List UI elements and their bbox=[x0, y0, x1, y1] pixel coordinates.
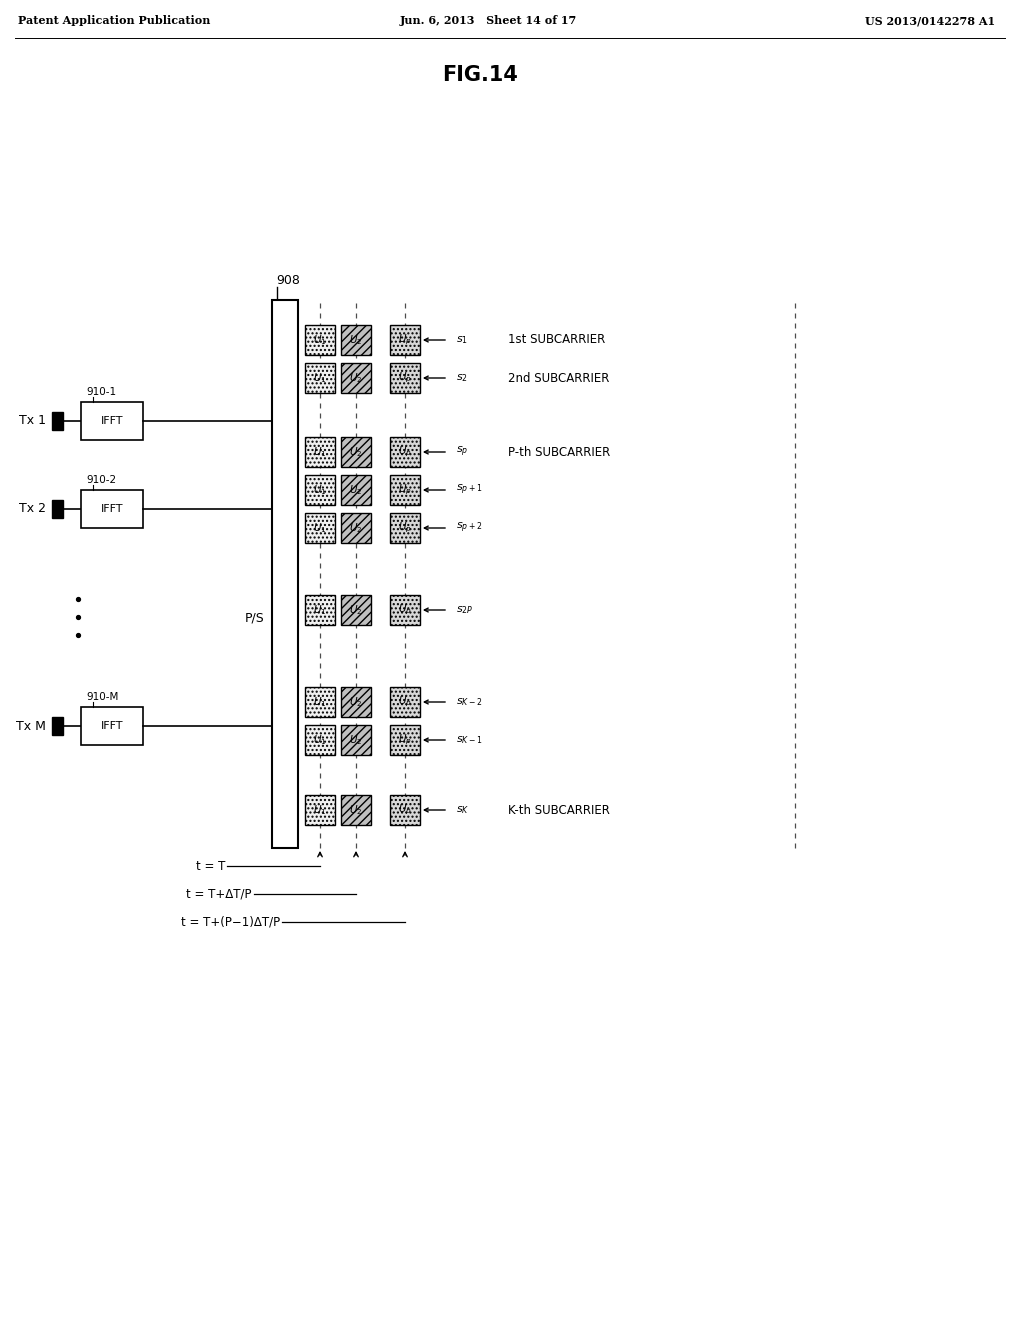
Bar bbox=[305, 325, 335, 355]
Bar bbox=[305, 725, 335, 755]
Text: 910-1: 910-1 bbox=[86, 387, 116, 397]
Text: t = T+ΔT/P: t = T+ΔT/P bbox=[186, 887, 252, 900]
Text: 908: 908 bbox=[276, 275, 300, 286]
Bar bbox=[390, 725, 420, 755]
Text: $U_1$: $U_1$ bbox=[313, 445, 327, 459]
Text: $U_p$: $U_p$ bbox=[398, 694, 412, 709]
Bar bbox=[390, 437, 420, 467]
Text: $U_2$: $U_2$ bbox=[349, 521, 362, 535]
Bar bbox=[341, 513, 371, 543]
Text: IFFT: IFFT bbox=[100, 721, 123, 731]
Text: $s_K$: $s_K$ bbox=[456, 804, 469, 816]
Text: $U_p$: $U_p$ bbox=[398, 483, 412, 498]
Bar bbox=[341, 686, 371, 717]
Text: Tx 1: Tx 1 bbox=[19, 414, 46, 428]
Text: Tx M: Tx M bbox=[16, 719, 46, 733]
Text: Jun. 6, 2013   Sheet 14 of 17: Jun. 6, 2013 Sheet 14 of 17 bbox=[400, 15, 578, 26]
Text: $U_p$: $U_p$ bbox=[398, 733, 412, 747]
Bar bbox=[52, 717, 63, 735]
Bar bbox=[390, 795, 420, 825]
Text: $s_{K-2}$: $s_{K-2}$ bbox=[456, 696, 482, 708]
Bar bbox=[341, 795, 371, 825]
Bar bbox=[81, 403, 143, 440]
Bar bbox=[305, 475, 335, 506]
Text: $U_p$: $U_p$ bbox=[398, 445, 412, 459]
Text: $U_p$: $U_p$ bbox=[398, 803, 412, 817]
Bar bbox=[390, 475, 420, 506]
Text: t = T: t = T bbox=[196, 859, 225, 873]
Text: P/S: P/S bbox=[245, 611, 264, 624]
Text: $U_1$: $U_1$ bbox=[313, 803, 327, 817]
Bar bbox=[81, 708, 143, 744]
Bar bbox=[272, 300, 298, 847]
Text: $U_2$: $U_2$ bbox=[349, 733, 362, 747]
Text: IFFT: IFFT bbox=[100, 504, 123, 513]
Bar bbox=[341, 595, 371, 624]
Text: $U_1$: $U_1$ bbox=[313, 333, 327, 347]
Text: 2nd SUBCARRIER: 2nd SUBCARRIER bbox=[508, 371, 609, 384]
Text: $U_1$: $U_1$ bbox=[313, 603, 327, 616]
Text: $U_1$: $U_1$ bbox=[313, 371, 327, 385]
Text: $U_2$: $U_2$ bbox=[349, 483, 362, 496]
Text: 910-M: 910-M bbox=[86, 692, 119, 702]
Text: Tx 2: Tx 2 bbox=[19, 503, 46, 516]
Text: $U_1$: $U_1$ bbox=[313, 696, 327, 709]
Text: $U_2$: $U_2$ bbox=[349, 371, 362, 385]
Bar bbox=[52, 500, 63, 517]
Bar bbox=[305, 595, 335, 624]
Text: $U_2$: $U_2$ bbox=[349, 696, 362, 709]
Bar bbox=[341, 475, 371, 506]
Bar bbox=[341, 437, 371, 467]
Bar bbox=[341, 363, 371, 393]
Text: P-th SUBCARRIER: P-th SUBCARRIER bbox=[508, 446, 610, 458]
Text: $U_2$: $U_2$ bbox=[349, 333, 362, 347]
Bar bbox=[341, 725, 371, 755]
Text: $U_1$: $U_1$ bbox=[313, 733, 327, 747]
Bar bbox=[390, 595, 420, 624]
Text: $U_2$: $U_2$ bbox=[349, 445, 362, 459]
Bar bbox=[305, 795, 335, 825]
Bar bbox=[390, 363, 420, 393]
Text: IFFT: IFFT bbox=[100, 416, 123, 426]
Text: $U_1$: $U_1$ bbox=[313, 483, 327, 496]
Text: $U_2$: $U_2$ bbox=[349, 803, 362, 817]
Text: US 2013/0142278 A1: US 2013/0142278 A1 bbox=[865, 15, 995, 26]
Text: $U_p$: $U_p$ bbox=[398, 371, 412, 385]
Bar bbox=[341, 325, 371, 355]
Bar bbox=[81, 490, 143, 528]
Bar bbox=[390, 325, 420, 355]
Text: $s_{K-1}$: $s_{K-1}$ bbox=[456, 734, 482, 746]
Text: 910-2: 910-2 bbox=[86, 475, 116, 484]
Text: $s_1$: $s_1$ bbox=[456, 334, 468, 346]
Text: $U_1$: $U_1$ bbox=[313, 521, 327, 535]
Bar bbox=[390, 513, 420, 543]
Text: $s_{2P}$: $s_{2P}$ bbox=[456, 605, 473, 616]
Text: $s_2$: $s_2$ bbox=[456, 372, 468, 384]
Text: $U_2$: $U_2$ bbox=[349, 603, 362, 616]
Text: $U_p$: $U_p$ bbox=[398, 521, 412, 535]
Bar bbox=[390, 686, 420, 717]
Text: K-th SUBCARRIER: K-th SUBCARRIER bbox=[508, 804, 610, 817]
Text: t = T+(P−1)ΔT/P: t = T+(P−1)ΔT/P bbox=[181, 916, 280, 928]
Bar bbox=[305, 513, 335, 543]
Bar bbox=[305, 437, 335, 467]
Text: Patent Application Publication: Patent Application Publication bbox=[18, 15, 210, 26]
Text: FIG.14: FIG.14 bbox=[442, 65, 518, 84]
Bar bbox=[305, 686, 335, 717]
Text: $s_{p+1}$: $s_{p+1}$ bbox=[456, 483, 482, 498]
Text: $U_p$: $U_p$ bbox=[398, 603, 412, 618]
Text: $U_p$: $U_p$ bbox=[398, 333, 412, 347]
Text: $s_{p+2}$: $s_{p+2}$ bbox=[456, 521, 482, 535]
Bar bbox=[305, 363, 335, 393]
Text: $s_p$: $s_p$ bbox=[456, 445, 468, 459]
Bar bbox=[52, 412, 63, 430]
Text: 1st SUBCARRIER: 1st SUBCARRIER bbox=[508, 334, 605, 346]
